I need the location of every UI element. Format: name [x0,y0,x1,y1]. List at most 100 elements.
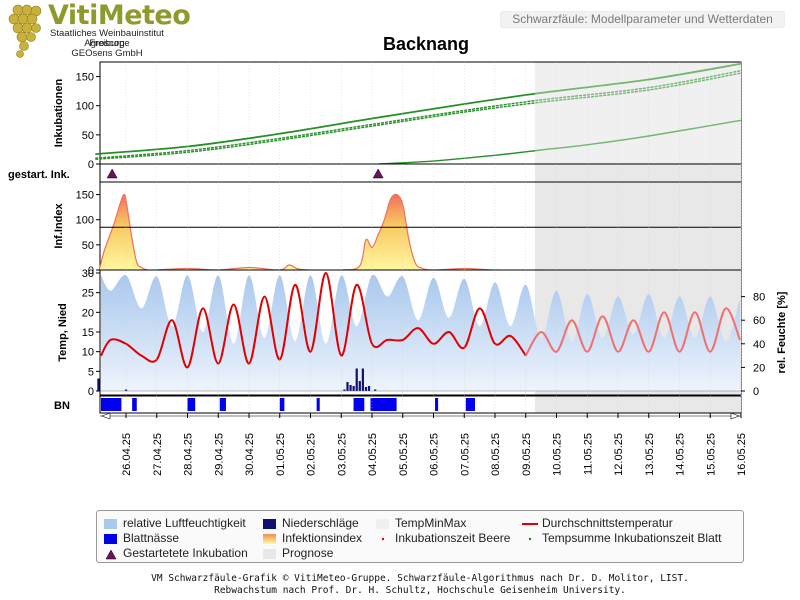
forecast-area-3 [534,182,741,270]
temp-tick-label: 10 [82,347,94,359]
precip-bar [374,389,377,391]
leaf-wetness-bar [219,398,226,411]
temp-tick-label: 0 [88,386,94,398]
leaf-wetness-bar [316,398,320,411]
legend: relative Luftfeuchtigkeit Niederschläge Te… [96,510,744,563]
date-tick-label: 06.05.25 [429,433,441,476]
forecast-overlay-1 [534,63,741,163]
scroll-left-icon [101,412,111,420]
legend-swatch-avgtemp [522,522,538,525]
infindex-tick-label: 50 [82,240,94,252]
legend-item-forecast: Prognose [262,546,333,560]
leaf-wetness-bar [435,398,439,411]
precip-bar [343,389,346,391]
humidity-tick-label: 20 [753,362,765,374]
leaf-wetness-bar [353,398,365,411]
legend-item-dot-red: Inkubationszeit Beere [375,531,510,545]
legend-item-precip: Niederschläge [262,516,359,530]
bn-label: BN [54,400,70,412]
humidity-tick-label: 0 [753,386,759,398]
precip-bar [349,385,352,391]
chart-subtitle: Schwarzfäule: Modellparameter und Wetter… [500,11,785,28]
legend-label: Blattnässe [123,531,180,545]
forecast-area-5 [534,396,741,413]
footer-line-1: VM Schwarzfäule-Grafik © VitiMeteo-Grupp… [151,573,689,584]
precip-bar [346,382,349,391]
incubation-tick-label: 50 [82,130,94,142]
legend-item-infindex: Infektionsindex [262,531,362,545]
date-tick-label: 27.04.25 [152,433,164,476]
legend-swatch-tempminmax [376,518,389,529]
leaf-wetness-bar [132,398,137,411]
date-tick-label: 26.04.25 [121,433,133,476]
incubation-series-2 [95,70,742,159]
date-tick-label: 30.04.25 [244,433,256,476]
date-tick-label: 16.05.25 [736,433,748,476]
humidity-area [101,274,740,391]
date-tick-label: 05.05.25 [398,433,410,476]
incubation-tick-label: 100 [76,101,94,113]
leaf-wetness-bar [101,398,122,411]
humidity-tick-label: 60 [753,315,765,327]
incubation-tick-label: 0 [88,159,94,171]
legend-item-tempminmax: TempMinMax [375,516,466,530]
legend-swatch-dot-red [381,537,385,541]
legend-swatch-infindex [263,533,276,544]
temp-tick-label: 15 [82,327,94,339]
leaf-wetness-bar [187,398,196,411]
incubation-tick-label: 150 [76,72,94,84]
logo-line-2: Agroscope [84,38,130,49]
infindex-ylabel: Inf.Index [53,203,65,249]
legend-label: Niederschläge [282,516,359,530]
legend-label: relative Luftfeuchtigkeit [123,516,246,530]
temp-tick-label: 5 [88,366,94,378]
legend-label: TempMinMax [395,516,467,530]
date-tick-label: 10.05.25 [552,433,564,476]
chart-title: Backnang [382,34,470,54]
legend-label: Gestartetete Inkubation [123,546,248,560]
humidity-ylabel: rel. Feuchte [%] [776,291,788,373]
legend-swatch-precip [263,518,276,529]
legend-swatch-forecast [263,548,276,559]
legend-swatch-triangle [105,549,117,560]
legend-swatch-humidity [104,518,117,529]
avg-temp-line [100,271,527,369]
leaf-wetness-bar [370,398,397,411]
avg-temp-forecast-line [524,307,741,357]
started-label: gestart. Ink. [8,169,70,181]
incubation-ylabel: Inkubationen [53,79,65,148]
temp-tick-label: 30 [82,268,94,280]
infindex-tick-label: 100 [76,215,94,227]
forecast-area-2 [534,164,741,182]
infindex-tick-label: 0 [88,265,94,277]
precip-bar [358,381,361,391]
date-tick-label: 04.05.25 [367,433,379,476]
incubation-series-1 [95,62,742,155]
legend-label: Prognose [282,546,334,560]
footer-line-2: Rebwachstum nach Prof. Dr. H. Schultz, H… [214,585,626,596]
precip-bar [361,368,364,391]
precip-bar [125,389,128,391]
infindex-tick-label: 150 [76,190,94,202]
date-tick-label: 03.05.25 [336,433,348,476]
logo-grapes-icon [8,4,42,58]
legend-swatch-dot-green [528,537,532,541]
precip-bar [355,368,358,391]
legend-item-avgtemp: Durchschnittstemperatur [522,516,673,530]
logo-wordmark: VitiMeteo [48,0,191,31]
scroll-right-icon [730,412,740,420]
date-tick-label: 13.05.25 [644,433,656,476]
legend-label: Durchschnittstemperatur [542,516,673,530]
precip-bar [364,387,368,391]
precip-bar [367,386,371,391]
legend-label: Inkubationszeit Beere [395,531,511,545]
date-tick-label: 28.04.25 [183,433,195,476]
legend-item-triangle: Gestartetete Inkubation [103,546,248,560]
temp-ylabel: Temp, Nied [57,303,69,361]
date-tick-label: 08.05.25 [490,433,502,476]
date-tick-label: 07.05.25 [459,433,471,476]
legend-swatch-wetness [104,533,117,544]
incubation-series-3 [95,72,742,160]
precip-bar [97,378,100,391]
